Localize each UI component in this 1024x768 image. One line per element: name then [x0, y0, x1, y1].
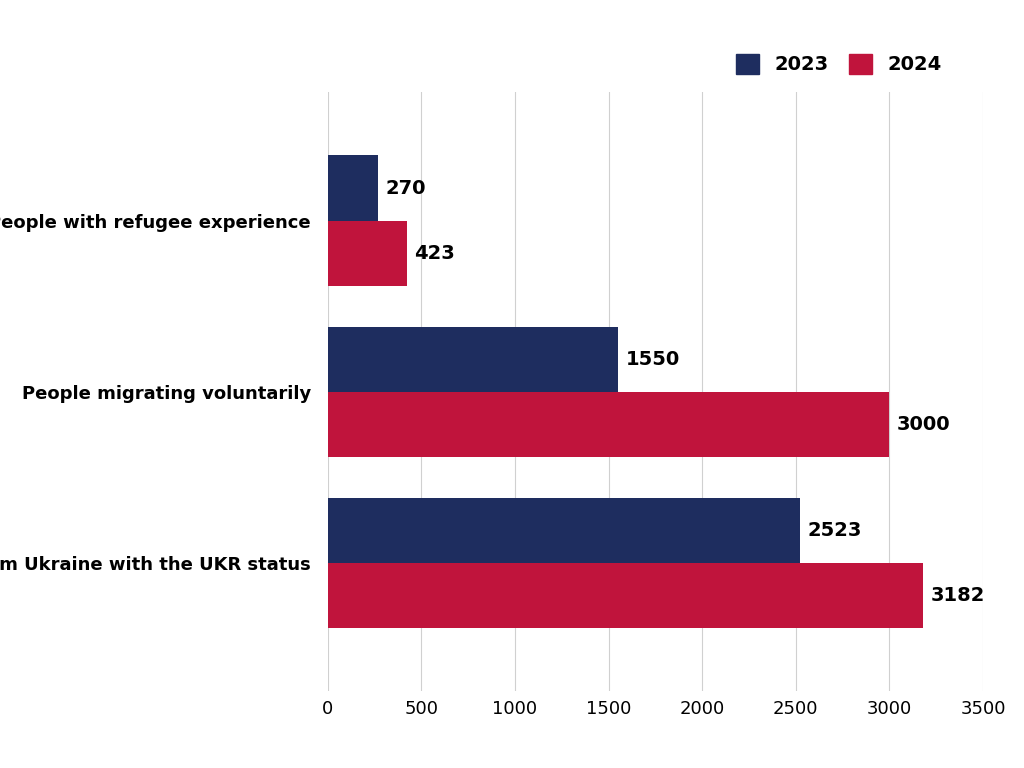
Text: 423: 423: [415, 243, 455, 263]
Text: 3000: 3000: [897, 415, 950, 434]
Bar: [328, 326, 617, 392]
Text: 1550: 1550: [626, 349, 680, 369]
Bar: [328, 392, 890, 457]
Bar: [328, 498, 800, 563]
Bar: [328, 220, 407, 286]
Text: 2523: 2523: [808, 521, 862, 540]
Text: 270: 270: [386, 178, 426, 197]
Bar: [328, 563, 924, 628]
Text: 3182: 3182: [931, 586, 985, 605]
Legend: 2023, 2024: 2023, 2024: [736, 54, 942, 74]
Bar: [328, 155, 378, 220]
